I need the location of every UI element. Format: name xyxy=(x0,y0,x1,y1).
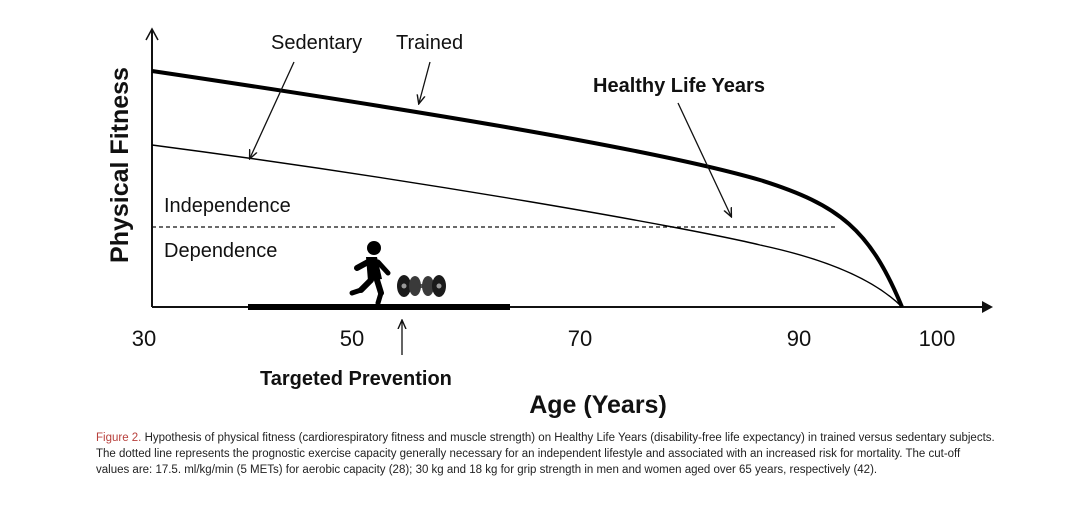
x-tick-label: 30 xyxy=(132,326,156,351)
runner-icon xyxy=(349,241,391,306)
sedentary-curve xyxy=(151,144,903,308)
figure-caption-text: Hypothesis of physical fitness (cardiore… xyxy=(96,432,995,476)
figure-caption-label: Figure 2. xyxy=(96,432,142,444)
healthy-life-years-pointer-arrow xyxy=(677,102,731,216)
sedentary-label: Sedentary xyxy=(271,32,362,54)
trained-label: Trained xyxy=(396,32,463,54)
healthy-life-years-label: Healthy Life Years xyxy=(593,75,765,97)
x-tick-label: 50 xyxy=(340,326,364,351)
y-axis-arrowhead xyxy=(145,27,159,41)
x-tick-label: 70 xyxy=(568,326,592,351)
dependence-label: Dependence xyxy=(164,240,277,262)
trained-pointer-arrow xyxy=(419,61,431,103)
x-axis-arrowhead xyxy=(982,301,993,313)
x-axis-title: Age (Years) xyxy=(529,391,667,419)
independence-label: Independence xyxy=(164,195,291,217)
figure-caption: Figure 2. Hypothesis of physical fitness… xyxy=(96,430,996,478)
x-tick-label: 100 xyxy=(919,326,956,351)
sedentary-pointer-arrow xyxy=(250,61,295,158)
dumbbell-icon xyxy=(397,275,446,297)
x-tick-label: 90 xyxy=(787,326,811,351)
targeted-prevention-label: Targeted Prevention xyxy=(260,368,452,390)
y-axis-title: Physical Fitness xyxy=(106,67,134,263)
trained-curve xyxy=(151,69,904,308)
